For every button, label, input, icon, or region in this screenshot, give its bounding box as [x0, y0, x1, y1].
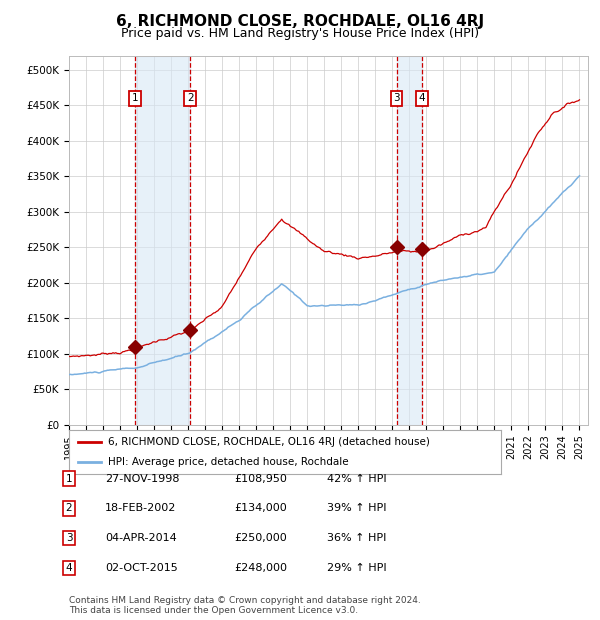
Text: 02-OCT-2015: 02-OCT-2015 [105, 563, 178, 573]
Text: 3: 3 [65, 533, 73, 543]
Text: 29% ↑ HPI: 29% ↑ HPI [327, 563, 386, 573]
Bar [136, 56, 190, 425]
Text: 1: 1 [132, 94, 139, 104]
Bar [397, 56, 422, 425]
Text: 4: 4 [419, 94, 425, 104]
Text: 6, RICHMOND CLOSE, ROCHDALE, OL16 4RJ: 6, RICHMOND CLOSE, ROCHDALE, OL16 4RJ [116, 14, 484, 29]
Text: 18-FEB-2002: 18-FEB-2002 [105, 503, 176, 513]
Text: 42% ↑ HPI: 42% ↑ HPI [327, 474, 386, 484]
Text: 04-APR-2014: 04-APR-2014 [105, 533, 177, 543]
Text: 36% ↑ HPI: 36% ↑ HPI [327, 533, 386, 543]
Text: £134,000: £134,000 [234, 503, 287, 513]
Text: 4: 4 [65, 563, 73, 573]
Text: 3: 3 [393, 94, 400, 104]
Text: Price paid vs. HM Land Registry's House Price Index (HPI): Price paid vs. HM Land Registry's House … [121, 27, 479, 40]
Text: 27-NOV-1998: 27-NOV-1998 [105, 474, 179, 484]
Text: 1: 1 [65, 474, 73, 484]
Text: HPI: Average price, detached house, Rochdale: HPI: Average price, detached house, Roch… [108, 457, 349, 467]
Text: 39% ↑ HPI: 39% ↑ HPI [327, 503, 386, 513]
Text: 6, RICHMOND CLOSE, ROCHDALE, OL16 4RJ (detached house): 6, RICHMOND CLOSE, ROCHDALE, OL16 4RJ (d… [108, 436, 430, 447]
Text: £250,000: £250,000 [234, 533, 287, 543]
Text: 2: 2 [65, 503, 73, 513]
Text: £108,950: £108,950 [234, 474, 287, 484]
Text: Contains HM Land Registry data © Crown copyright and database right 2024.
This d: Contains HM Land Registry data © Crown c… [69, 596, 421, 615]
Text: 2: 2 [187, 94, 194, 104]
Text: £248,000: £248,000 [234, 563, 287, 573]
